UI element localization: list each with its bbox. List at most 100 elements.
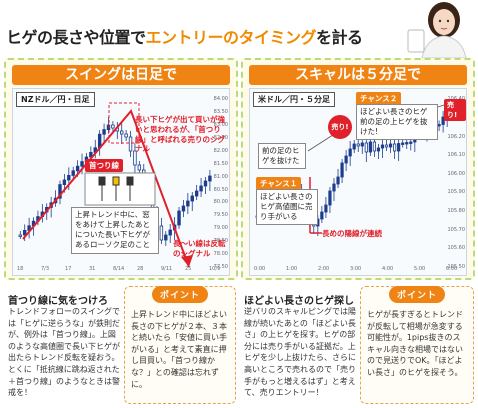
candle-body bbox=[332, 183, 336, 192]
presenter-illustration bbox=[407, 2, 467, 58]
y-tick-label: 105.80 bbox=[447, 208, 466, 215]
x-tick-label: 2:00 bbox=[318, 266, 330, 272]
title-text-highlight: エントリーのタイミング bbox=[145, 28, 317, 47]
y-axis-ticks: 84.00 83.50 83.00 82.50 82.00 81.50 81.00 80.50… bbox=[210, 89, 228, 275]
wick-search-heading: ほどよい長さのヒゲ探し bbox=[244, 296, 354, 307]
candle-body bbox=[111, 124, 115, 129]
y-tick-label: 81.00 bbox=[213, 173, 228, 180]
candle-body bbox=[120, 130, 124, 135]
page-title: ヒゲの長さや位置でエントリーのタイミングを計る bbox=[6, 24, 406, 48]
swing-daily-panel: スイングは日足で NZドル／円・日足 84.00 83.50 83.00 82.50 8… bbox=[4, 58, 238, 280]
x-tick-label: 18 bbox=[17, 266, 24, 272]
candle-body bbox=[194, 190, 199, 197]
chart-label: NZドル／円・日足 bbox=[16, 92, 95, 107]
x-tick-label: 3:00 bbox=[350, 266, 362, 272]
nzd-jpy-daily-chart: NZドル／円・日足 84.00 83.50 83.00 82.50 82.00 81.50… bbox=[12, 88, 230, 276]
candle-body bbox=[384, 144, 389, 148]
chance2-label: チャンス２ bbox=[356, 92, 402, 105]
candle-body bbox=[133, 150, 137, 166]
candle-body bbox=[168, 229, 172, 236]
candle-body bbox=[137, 164, 142, 171]
title-text-pre: ヒゲの長さや位置で bbox=[6, 28, 146, 47]
x-tick-label: 6:00 bbox=[446, 266, 458, 272]
hanging-man-diagram bbox=[84, 172, 156, 206]
candle-body bbox=[405, 142, 409, 145]
point-label: ポイント bbox=[151, 286, 209, 303]
hanging-man-heading: 首つり線に気をつけろ bbox=[8, 296, 108, 307]
diagram-body bbox=[126, 176, 134, 186]
hanging-man-label: 首つり線 bbox=[85, 159, 123, 172]
candle-body bbox=[23, 229, 27, 236]
y-tick-label: 79.00 bbox=[213, 225, 228, 232]
candle-body bbox=[380, 144, 385, 149]
point-label: ポイント bbox=[388, 286, 446, 303]
x-tick-label: 10/9 bbox=[209, 266, 221, 272]
x-tick-label: 5:00 bbox=[414, 266, 426, 272]
candle-body bbox=[437, 124, 441, 127]
y-tick-label: 80.00 bbox=[213, 199, 228, 206]
trend-arrow-line bbox=[22, 109, 190, 268]
candle-body bbox=[186, 200, 190, 207]
candle-body bbox=[328, 190, 332, 206]
candle-body bbox=[409, 141, 413, 144]
x-tick-label: 7/3 bbox=[41, 266, 50, 272]
candle-body bbox=[190, 195, 194, 202]
x-tick-label: 1:00 bbox=[286, 266, 298, 272]
y-tick-label: 80.50 bbox=[213, 186, 228, 193]
x-tick-label: 9/11 bbox=[161, 266, 173, 272]
candle-body bbox=[89, 152, 93, 158]
candle-body bbox=[401, 142, 405, 145]
sell-badge-2: 売り! bbox=[444, 99, 466, 121]
candle-body bbox=[203, 180, 208, 187]
candle-body bbox=[80, 161, 84, 167]
chance1-box: ほどよい長さのヒゲ高値圏に売り手がいる bbox=[256, 189, 318, 226]
candle-body bbox=[159, 225, 164, 241]
hanging-man-annotation: 長い下ヒゲが出て買いが強いと思われるが、「首つり線」と呼ばれる売りのシグナル bbox=[135, 115, 225, 154]
swing-banner: スイングは日足で bbox=[12, 65, 230, 85]
candle-body bbox=[336, 176, 340, 185]
hanging-man-highlight bbox=[108, 102, 140, 144]
candle-body bbox=[58, 184, 62, 199]
candle-body bbox=[324, 204, 328, 213]
x-axis-ticks: 18 7/3 17 31 8/14 28 9/11 25 10/9 bbox=[17, 266, 220, 274]
diagram-body bbox=[98, 176, 106, 186]
x-tick-label: 4:00 bbox=[382, 266, 394, 272]
title-text-post: を計る bbox=[316, 28, 363, 47]
candle-body bbox=[124, 133, 128, 138]
candle-body bbox=[181, 205, 186, 212]
candle-body bbox=[388, 143, 393, 148]
chance1-label: チャンス１ bbox=[256, 177, 302, 190]
y-tick-label: 105.90 bbox=[447, 189, 466, 196]
y-tick-label: 82.50 bbox=[213, 135, 228, 142]
prev-bar-note: 前の足のヒゲを抜けた bbox=[258, 143, 306, 170]
nzd-jpy-candles bbox=[18, 102, 212, 268]
x-tick-label: 28 bbox=[137, 266, 144, 272]
y-tick-label: 79.50 bbox=[213, 212, 228, 219]
usd-jpy-5min-chart: 米ドル／円・５分足 106.40106.30106.20106.10106.00… bbox=[249, 88, 467, 276]
y-tick-label: 106.00 bbox=[447, 170, 466, 177]
hanging-man-body: トレンドフォローのスイングでは「ヒゲに逆らうな」が鉄則だが、例外は「首つり線」。… bbox=[8, 307, 120, 398]
chance2-box: ほどよい長さのヒゲ前の足の上ヒゲを抜けた! bbox=[356, 104, 438, 141]
candle-body bbox=[199, 185, 203, 192]
candle-body bbox=[208, 175, 212, 182]
candle-body bbox=[352, 143, 356, 150]
candle-body bbox=[75, 165, 80, 172]
diagram-body bbox=[112, 176, 120, 186]
x-tick-label: 25 bbox=[185, 266, 192, 272]
candle-body bbox=[340, 162, 344, 178]
point-box-right: ポイント ヒゲが長すぎるとトレンドが反転して相場が急変する可能性が。1pips抜… bbox=[360, 286, 474, 404]
wick-search-body: 逆バリのスキャルピングでは陽線が続いたあとの「ほどよい長さ」の上ヒゲを探す。ヒゲ… bbox=[244, 307, 356, 398]
candle-body bbox=[18, 234, 22, 237]
candle-body bbox=[62, 179, 67, 185]
y-tick-label: 82.00 bbox=[213, 147, 228, 154]
candle-body bbox=[397, 143, 401, 152]
candle-body bbox=[67, 175, 71, 181]
candle-body bbox=[356, 143, 360, 147]
x-tick-label: 17 bbox=[65, 266, 72, 272]
scalp-banner: スキャルは５分足で bbox=[249, 65, 467, 85]
hanging-man-definition: 上昇トレンド中に、窓をあけて上昇したあとについた長い下ヒゲがあるローソク足のこと bbox=[71, 207, 159, 254]
candle-body bbox=[344, 155, 348, 164]
candle-body bbox=[164, 234, 168, 241]
y-tick-label: 105.70 bbox=[447, 226, 466, 233]
candle-body bbox=[360, 142, 364, 147]
